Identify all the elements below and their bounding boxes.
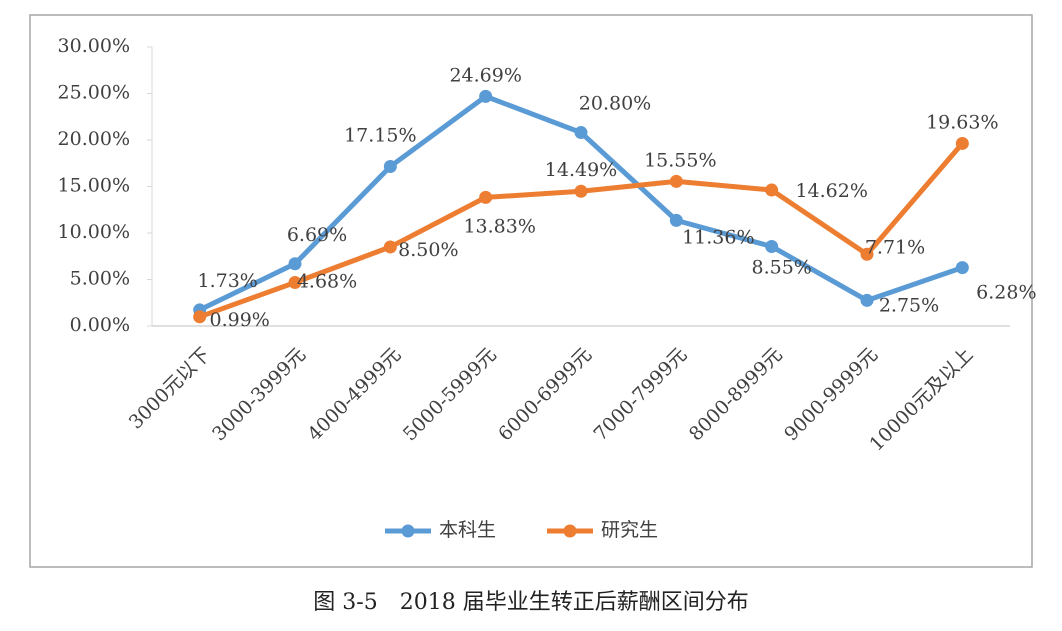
data-label: 24.69% — [449, 64, 521, 86]
legend-label: 研究生 — [601, 519, 658, 541]
data-label: 14.49% — [545, 159, 617, 181]
data-label: 17.15% — [344, 125, 416, 147]
data-label: 4.68% — [297, 270, 357, 292]
data-label: 0.99% — [209, 309, 269, 331]
data-label: 14.62% — [795, 180, 867, 202]
y-tick-label: 5.00% — [70, 268, 130, 290]
point — [288, 257, 302, 271]
point — [479, 190, 493, 204]
y-tick-label: 20.00% — [58, 128, 130, 150]
data-label: 11.36% — [682, 226, 754, 248]
data-label: 1.73% — [197, 270, 257, 292]
point — [955, 136, 969, 150]
point — [288, 275, 302, 289]
caption: 图 3-5 2018 届毕业生转正后薪酬区间分布 — [313, 590, 748, 615]
data-label: 7.71% — [865, 236, 925, 258]
data-label: 13.83% — [463, 215, 535, 237]
point — [765, 239, 779, 253]
data-label: 19.63% — [926, 111, 998, 133]
legend-marker — [401, 524, 415, 538]
y-tick-label: 0.00% — [70, 314, 130, 336]
chart-frame — [29, 14, 1033, 568]
point — [860, 247, 874, 261]
point — [765, 183, 779, 197]
point — [669, 213, 683, 227]
data-label: 6.69% — [287, 224, 347, 246]
legend-marker — [563, 524, 577, 538]
point — [574, 126, 588, 140]
point — [860, 293, 874, 307]
data-label: 2.75% — [879, 294, 939, 316]
legend-label: 本科生 — [439, 519, 496, 541]
data-label: 8.50% — [398, 239, 458, 261]
data-label: 8.55% — [751, 256, 811, 278]
point — [955, 261, 969, 275]
data-label: 15.55% — [644, 149, 716, 171]
y-tick-label: 10.00% — [58, 221, 130, 243]
data-label: 20.80% — [579, 93, 651, 115]
data-label: 6.28% — [976, 282, 1036, 304]
y-tick-label: 30.00% — [58, 35, 130, 57]
point — [574, 184, 588, 198]
point — [479, 89, 493, 103]
point — [193, 310, 207, 324]
point — [383, 240, 397, 254]
y-tick-label: 25.00% — [58, 82, 130, 104]
point — [669, 174, 683, 188]
y-tick-label: 15.00% — [58, 175, 130, 197]
point — [383, 160, 397, 174]
